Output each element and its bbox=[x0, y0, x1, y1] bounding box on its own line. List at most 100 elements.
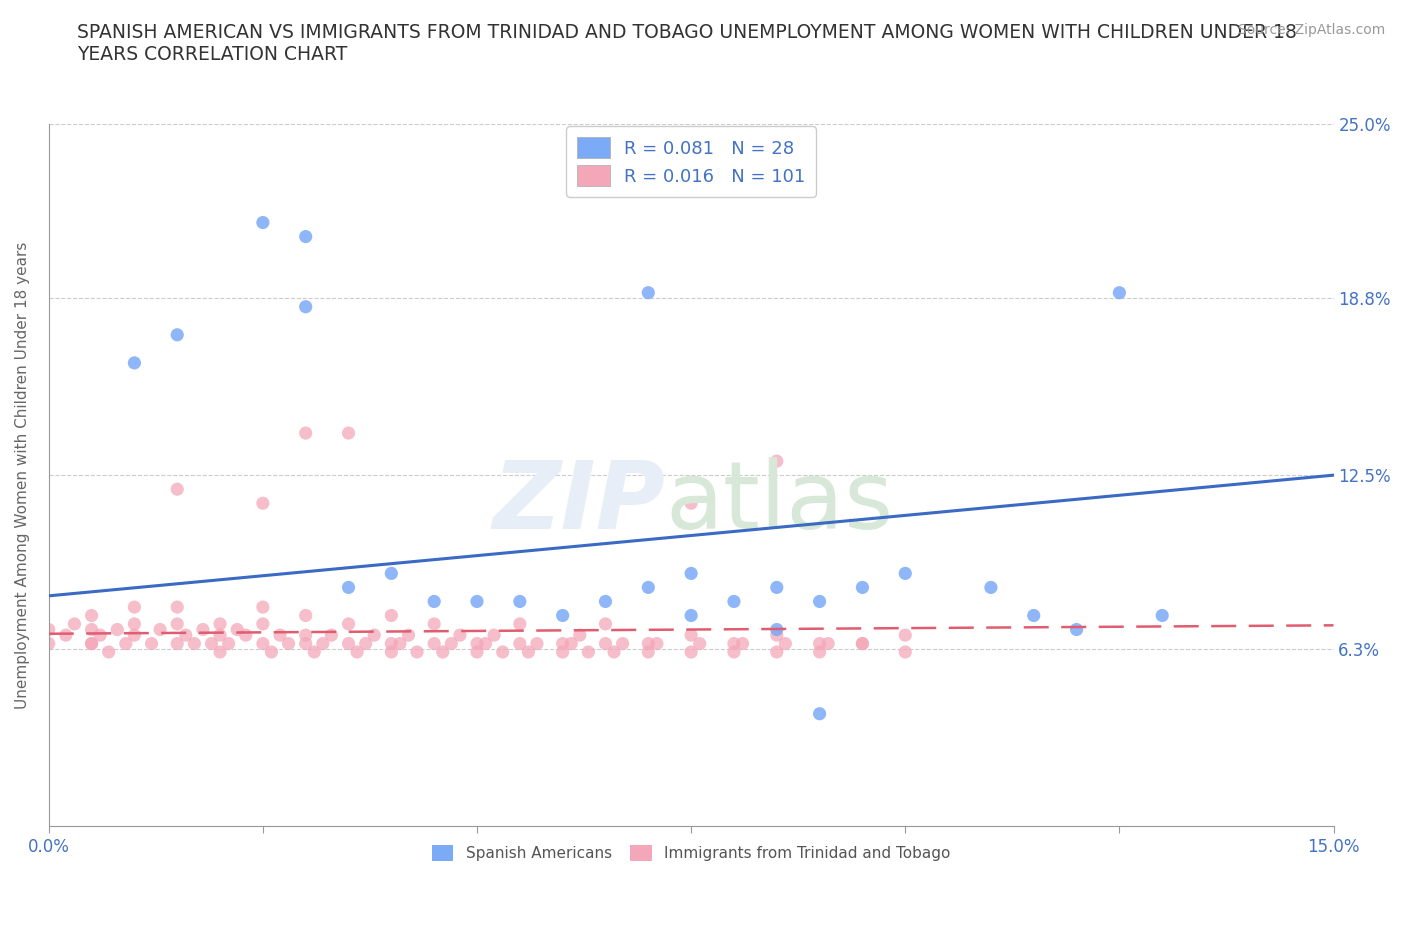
Point bbox=[191, 622, 214, 637]
Point bbox=[637, 644, 659, 659]
Point bbox=[681, 628, 703, 643]
Point bbox=[166, 636, 188, 651]
Point bbox=[166, 327, 188, 342]
Point bbox=[252, 215, 274, 230]
Point bbox=[612, 636, 634, 651]
Point bbox=[551, 608, 574, 623]
Point bbox=[124, 617, 146, 631]
Point bbox=[235, 628, 257, 643]
Point bbox=[337, 426, 360, 441]
Point bbox=[183, 636, 205, 651]
Y-axis label: Unemployment Among Women with Children Under 18 years: Unemployment Among Women with Children U… bbox=[15, 242, 30, 709]
Point bbox=[294, 229, 316, 244]
Point bbox=[517, 644, 540, 659]
Point bbox=[380, 636, 402, 651]
Text: Source: ZipAtlas.com: Source: ZipAtlas.com bbox=[1237, 23, 1385, 37]
Point bbox=[80, 608, 103, 623]
Point bbox=[851, 636, 873, 651]
Point bbox=[851, 636, 873, 651]
Point bbox=[689, 636, 711, 651]
Text: ZIP: ZIP bbox=[492, 458, 665, 550]
Point bbox=[277, 636, 299, 651]
Point bbox=[808, 644, 831, 659]
Point bbox=[38, 636, 60, 651]
Point bbox=[80, 636, 103, 651]
Point bbox=[765, 628, 787, 643]
Point bbox=[808, 594, 831, 609]
Point bbox=[551, 636, 574, 651]
Point bbox=[200, 636, 222, 651]
Point bbox=[1108, 286, 1130, 300]
Point bbox=[449, 628, 471, 643]
Point bbox=[209, 617, 232, 631]
Point bbox=[568, 628, 591, 643]
Point bbox=[560, 636, 582, 651]
Point bbox=[808, 636, 831, 651]
Point bbox=[124, 628, 146, 643]
Point bbox=[894, 644, 917, 659]
Point bbox=[312, 636, 335, 651]
Point bbox=[337, 636, 360, 651]
Point bbox=[603, 644, 626, 659]
Point bbox=[595, 636, 617, 651]
Point bbox=[105, 622, 128, 637]
Point bbox=[492, 644, 515, 659]
Point bbox=[124, 355, 146, 370]
Point bbox=[252, 496, 274, 511]
Point bbox=[509, 617, 531, 631]
Point bbox=[1066, 622, 1088, 637]
Legend: Spanish Americans, Immigrants from Trinidad and Tobago: Spanish Americans, Immigrants from Trini… bbox=[426, 839, 956, 868]
Point bbox=[252, 600, 274, 615]
Point bbox=[209, 644, 232, 659]
Point bbox=[637, 636, 659, 651]
Point bbox=[681, 566, 703, 581]
Point bbox=[482, 628, 505, 643]
Point bbox=[321, 628, 343, 643]
Point bbox=[423, 594, 446, 609]
Point bbox=[775, 636, 797, 651]
Point bbox=[337, 617, 360, 631]
Text: YEARS CORRELATION CHART: YEARS CORRELATION CHART bbox=[77, 45, 347, 63]
Point bbox=[218, 636, 240, 651]
Point bbox=[509, 594, 531, 609]
Point bbox=[166, 617, 188, 631]
Text: atlas: atlas bbox=[665, 458, 894, 550]
Point bbox=[226, 622, 249, 637]
Point bbox=[406, 644, 429, 659]
Point bbox=[681, 496, 703, 511]
Point bbox=[174, 628, 197, 643]
Point bbox=[645, 636, 668, 651]
Point bbox=[1152, 608, 1174, 623]
Point bbox=[209, 628, 232, 643]
Point bbox=[1022, 608, 1045, 623]
Point bbox=[346, 644, 368, 659]
Point bbox=[551, 644, 574, 659]
Point bbox=[294, 636, 316, 651]
Point bbox=[637, 580, 659, 595]
Point bbox=[731, 636, 754, 651]
Point bbox=[423, 636, 446, 651]
Point bbox=[252, 636, 274, 651]
Point bbox=[294, 299, 316, 314]
Point bbox=[398, 628, 420, 643]
Point bbox=[38, 622, 60, 637]
Point bbox=[432, 644, 454, 659]
Point bbox=[97, 644, 120, 659]
Point bbox=[723, 636, 745, 651]
Point bbox=[723, 594, 745, 609]
Point bbox=[294, 426, 316, 441]
Point bbox=[851, 580, 873, 595]
Point bbox=[894, 566, 917, 581]
Point bbox=[269, 628, 291, 643]
Point bbox=[509, 636, 531, 651]
Point bbox=[723, 644, 745, 659]
Point bbox=[681, 608, 703, 623]
Point bbox=[80, 622, 103, 637]
Point bbox=[141, 636, 163, 651]
Point bbox=[166, 482, 188, 497]
Point bbox=[765, 622, 787, 637]
Point bbox=[166, 600, 188, 615]
Point bbox=[595, 594, 617, 609]
Point bbox=[363, 628, 385, 643]
Point bbox=[474, 636, 496, 651]
